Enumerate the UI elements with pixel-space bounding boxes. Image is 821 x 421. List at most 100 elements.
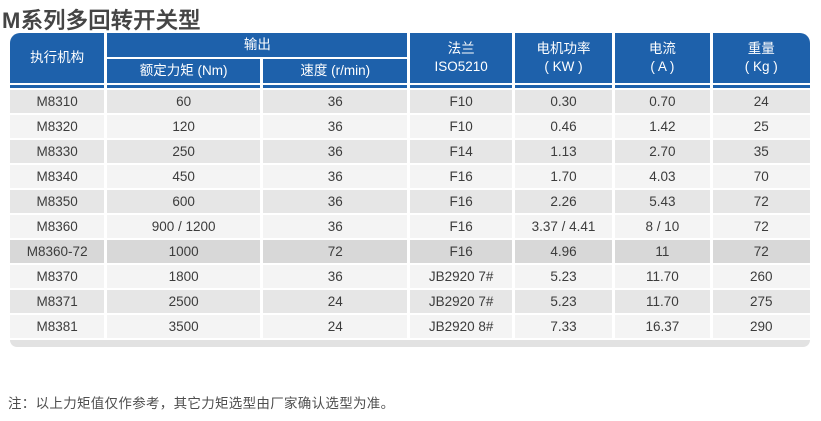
table-header: 执行机构 输出 法兰 ISO5210 电机功率 ( KW ) 电流 ( A ) … — [10, 33, 810, 88]
spec-table: 执行机构 输出 法兰 ISO5210 电机功率 ( KW ) 电流 ( A ) … — [7, 31, 813, 349]
cell-power: 3.37 / 4.41 — [514, 215, 613, 238]
cell-current: 2.70 — [615, 140, 710, 163]
header-current: 电流 ( A ) — [615, 33, 710, 83]
cell-current: 11.70 — [615, 265, 710, 288]
cell-model: M8330 — [10, 140, 105, 163]
table-body: M8310 60 36 F10 0.30 0.70 24 M8320 120 36 F10 0.46 1… — [10, 90, 810, 338]
cell-flange: F16 — [410, 240, 512, 263]
cell-torque: 60 — [107, 90, 260, 113]
cell-weight: 72 — [712, 240, 810, 263]
cell-power: 0.46 — [514, 115, 613, 138]
cell-power: 5.23 — [514, 290, 613, 313]
cell-flange: F16 — [410, 190, 512, 213]
cell-torque: 250 — [107, 140, 260, 163]
cell-power: 0.30 — [514, 90, 613, 113]
cell-speed: 36 — [262, 215, 408, 238]
cell-weight: 72 — [712, 190, 810, 213]
cell-power: 7.33 — [514, 315, 613, 338]
table-row: M8360 900 / 1200 36 F16 3.37 / 4.41 8 / 10 72 — [10, 215, 810, 238]
cell-flange: JB2920 7# — [410, 265, 512, 288]
cell-speed: 36 — [262, 140, 408, 163]
cell-current: 16.37 — [615, 315, 710, 338]
header-torque: 额定力矩 (Nm) — [107, 59, 260, 83]
cell-current: 5.43 — [615, 190, 710, 213]
cell-weight: 275 — [712, 290, 810, 313]
table-footer — [10, 340, 810, 347]
footer-row — [10, 340, 810, 347]
cell-torque: 3500 — [107, 315, 260, 338]
cell-power: 1.13 — [514, 140, 613, 163]
header-power-line2: ( KW ) — [544, 59, 583, 74]
table-row: M8371 2500 24 JB2920 7# 5.23 11.70 275 — [10, 290, 810, 313]
cell-flange: F14 — [410, 140, 512, 163]
cell-current: 11 — [615, 240, 710, 263]
header-power-line1: 电机功率 — [536, 40, 591, 56]
header-flange-line2: ISO5210 — [434, 59, 488, 74]
header-flange-line1: 法兰 — [447, 40, 475, 56]
cell-speed: 36 — [262, 190, 408, 213]
header-flange: 法兰 ISO5210 — [410, 33, 512, 83]
cell-torque: 120 — [107, 115, 260, 138]
cell-current: 8 / 10 — [615, 215, 710, 238]
header-separator — [10, 85, 810, 88]
table-row: M8330 250 36 F14 1.13 2.70 35 — [10, 140, 810, 163]
bottom-strip — [10, 340, 810, 347]
table-row: M8320 120 36 F10 0.46 1.42 25 — [10, 115, 810, 138]
cell-flange: F16 — [410, 165, 512, 188]
cell-speed: 24 — [262, 315, 408, 338]
cell-torque: 900 / 1200 — [107, 215, 260, 238]
cell-model: M8371 — [10, 290, 105, 313]
cell-flange: F10 — [410, 115, 512, 138]
table-row: M8350 600 36 F16 2.26 5.43 72 — [10, 190, 810, 213]
cell-flange: F10 — [410, 90, 512, 113]
cell-model: M8360 — [10, 215, 105, 238]
cell-weight: 260 — [712, 265, 810, 288]
cell-weight: 24 — [712, 90, 810, 113]
cell-weight: 35 — [712, 140, 810, 163]
header-weight-line2: ( Kg ) — [744, 59, 778, 74]
cell-flange: JB2920 7# — [410, 290, 512, 313]
cell-weight: 72 — [712, 215, 810, 238]
cell-weight: 70 — [712, 165, 810, 188]
cell-current: 1.42 — [615, 115, 710, 138]
cell-model: M8381 — [10, 315, 105, 338]
cell-torque: 1800 — [107, 265, 260, 288]
page-title: M系列多回转开关型 — [2, 8, 201, 33]
header-current-line2: ( A ) — [650, 59, 675, 74]
cell-speed: 36 — [262, 165, 408, 188]
cell-current: 11.70 — [615, 290, 710, 313]
cell-current: 4.03 — [615, 165, 710, 188]
cell-model: M8350 — [10, 190, 105, 213]
header-current-line1: 电流 — [648, 40, 676, 56]
cell-model: M8360-72 — [10, 240, 105, 263]
cell-power: 2.26 — [514, 190, 613, 213]
header-weight-line1: 重量 — [747, 40, 775, 56]
table-row: M8340 450 36 F16 1.70 4.03 70 — [10, 165, 810, 188]
cell-speed: 36 — [262, 115, 408, 138]
cell-speed: 36 — [262, 90, 408, 113]
cell-torque: 1000 — [107, 240, 260, 263]
cell-speed: 24 — [262, 290, 408, 313]
header-weight: 重量 ( Kg ) — [712, 33, 810, 83]
cell-torque: 450 — [107, 165, 260, 188]
table-row: M8381 3500 24 JB2920 8# 7.33 16.37 290 — [10, 315, 810, 338]
cell-model: M8310 — [10, 90, 105, 113]
cell-speed: 36 — [262, 265, 408, 288]
cell-torque: 2500 — [107, 290, 260, 313]
cell-flange: JB2920 8# — [410, 315, 512, 338]
cell-current: 0.70 — [615, 90, 710, 113]
header-row-top: 执行机构 输出 法兰 ISO5210 电机功率 ( KW ) 电流 ( A ) … — [10, 33, 810, 83]
cell-power: 5.23 — [514, 265, 613, 288]
cell-flange: F16 — [410, 215, 512, 238]
table-row: M8310 60 36 F10 0.30 0.70 24 — [10, 90, 810, 113]
cell-model: M8340 — [10, 165, 105, 188]
cell-weight: 25 — [712, 115, 810, 138]
header-actuator: 执行机构 — [10, 33, 105, 83]
header-row-sub: 额定力矩 (Nm) 速度 (r/min) — [10, 59, 810, 83]
header-output-group: 输出 — [107, 33, 408, 57]
table-row: M8360-72 1000 72 F16 4.96 11 72 — [10, 240, 810, 263]
cell-torque: 600 — [107, 190, 260, 213]
cell-power: 4.96 — [514, 240, 613, 263]
header-speed: 速度 (r/min) — [262, 59, 408, 83]
